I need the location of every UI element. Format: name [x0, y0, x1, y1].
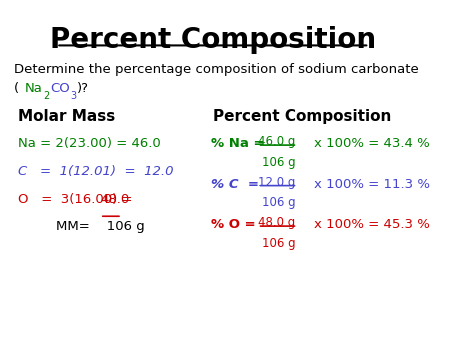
Text: O   =  3(16.00) =: O = 3(16.00) =: [18, 193, 137, 206]
Text: % C  =: % C =: [210, 178, 259, 191]
Text: Na: Na: [25, 82, 43, 95]
Text: 106 g: 106 g: [262, 196, 295, 209]
Text: % O =: % O =: [210, 218, 255, 231]
Text: 2: 2: [44, 91, 50, 101]
Text: % Na =: % Na =: [210, 137, 264, 150]
Text: Molar Mass: Molar Mass: [18, 109, 116, 124]
Text: 48.0: 48.0: [100, 193, 129, 206]
Text: MM=    106 g: MM= 106 g: [56, 220, 145, 233]
Text: x 100% = 45.3 %: x 100% = 45.3 %: [314, 218, 430, 231]
Text: Percent Composition: Percent Composition: [213, 109, 391, 124]
Text: 12.0 g: 12.0 g: [258, 176, 296, 189]
Text: 106 g: 106 g: [262, 155, 295, 169]
Text: 48.0 g: 48.0 g: [258, 216, 296, 229]
Text: C   =  1(12.01)  =  12.0: C = 1(12.01) = 12.0: [18, 165, 174, 178]
Text: 46.0 g: 46.0 g: [258, 135, 296, 148]
Text: Percent Composition: Percent Composition: [50, 26, 376, 54]
Text: 3: 3: [70, 91, 76, 101]
Text: (: (: [14, 82, 19, 95]
Text: x 100% = 43.4 %: x 100% = 43.4 %: [314, 137, 430, 150]
Text: )?: )?: [77, 82, 89, 95]
Text: Na = 2(23.00) = 46.0: Na = 2(23.00) = 46.0: [18, 137, 161, 150]
Text: 106 g: 106 g: [262, 237, 295, 250]
Text: x 100% = 11.3 %: x 100% = 11.3 %: [314, 178, 430, 191]
Text: CO: CO: [50, 82, 70, 95]
Text: Determine the percentage composition of sodium carbonate: Determine the percentage composition of …: [14, 63, 419, 76]
